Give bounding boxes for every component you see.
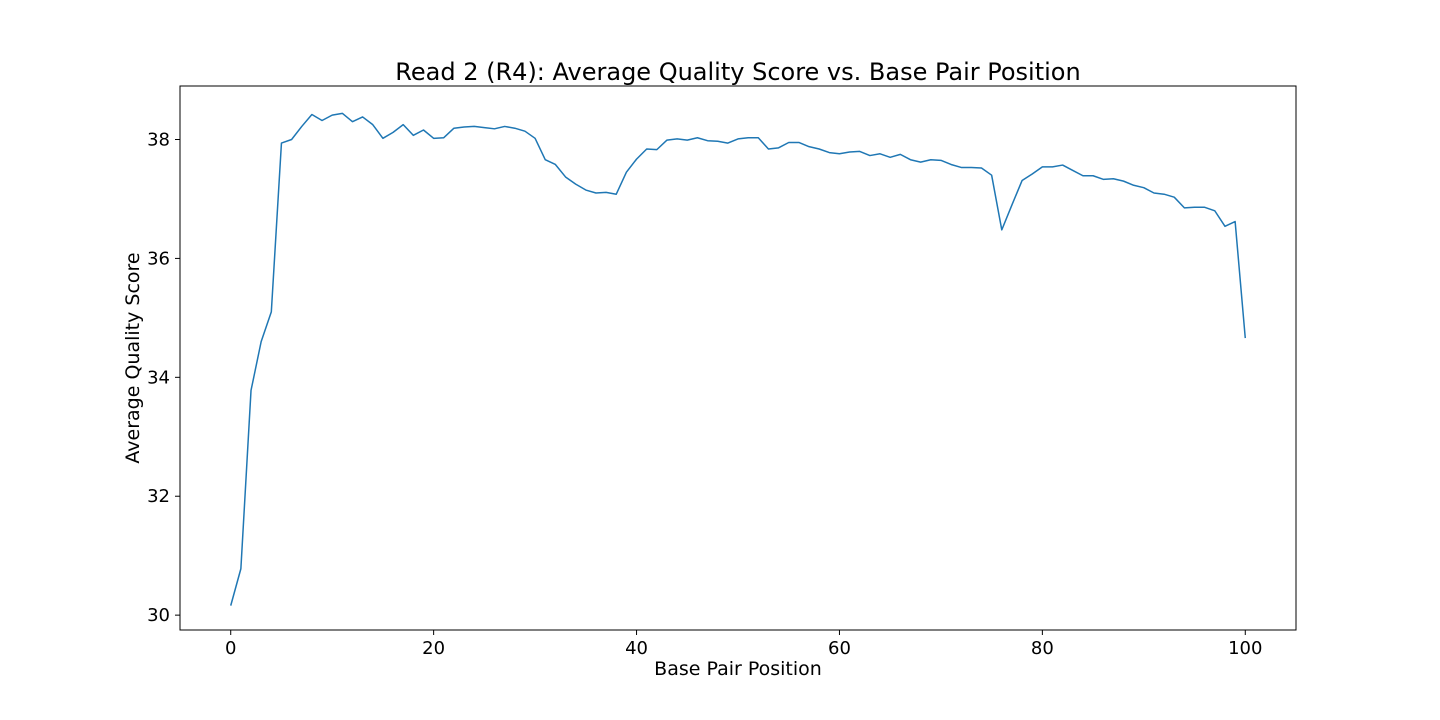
x-axis-label: Base Pair Position xyxy=(654,658,822,680)
x-tick-label: 100 xyxy=(1228,638,1262,659)
y-tick-label: 36 xyxy=(147,248,170,269)
y-tick-label: 32 xyxy=(147,486,170,507)
x-axis: 0 20 40 60 80 100 xyxy=(225,630,1262,659)
y-axis: 30 32 34 36 38 xyxy=(147,130,180,626)
x-tick-label: 0 xyxy=(225,638,236,659)
x-tick-label: 60 xyxy=(828,638,851,659)
y-axis-label: Average Quality Score xyxy=(122,252,144,463)
x-tick-label: 80 xyxy=(1031,638,1054,659)
x-tick-label: 20 xyxy=(422,638,445,659)
plot-area-frame xyxy=(179,85,1297,631)
series-line xyxy=(230,112,1247,606)
y-tick-label: 34 xyxy=(147,367,170,388)
y-tick-label: 38 xyxy=(147,130,170,151)
y-tick-label: 30 xyxy=(147,605,170,626)
chart-title: Read 2 (R4): Average Quality Score vs. B… xyxy=(395,58,1080,86)
x-tick-label: 40 xyxy=(625,638,648,659)
